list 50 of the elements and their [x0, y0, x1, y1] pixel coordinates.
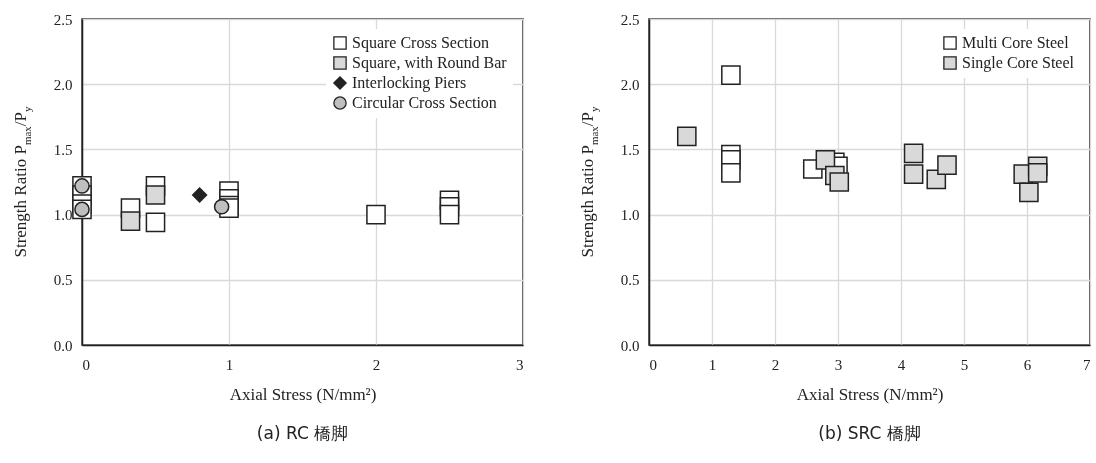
point: [1019, 182, 1039, 203]
x-axis-title: Axial Stress (N/mm²): [796, 384, 944, 404]
point: [145, 212, 166, 233]
point: [676, 126, 697, 147]
point: [213, 198, 230, 215]
x-tick-label: 0: [649, 356, 657, 373]
legend-label: Square, with Round Bar: [352, 54, 508, 72]
legend-label: Single Core Steel: [962, 54, 1075, 72]
point: [120, 211, 141, 231]
y-tick-label: 0.5: [620, 272, 640, 289]
x-tick-label: 5: [960, 356, 969, 373]
point: [903, 143, 924, 164]
text: (a) RC 橋脚: [256, 423, 349, 443]
x-tick-label: 3: [516, 356, 524, 373]
x-tick-label: 1: [708, 356, 717, 373]
y-tick-label: 0.5: [53, 272, 73, 289]
y-tick-label: 2.0: [620, 76, 640, 93]
x-tick-label: 1: [225, 356, 234, 373]
legend-label: Multi Core Steel: [962, 34, 1070, 51]
y-tick-label: 2.5: [53, 11, 73, 28]
x-tick-label: 3: [834, 356, 843, 373]
y-tick-label: 1.0: [53, 207, 73, 224]
x-tick-label: 2: [771, 356, 780, 373]
point: [145, 185, 166, 205]
point: [191, 187, 208, 203]
legend-label: Interlocking Piers: [352, 74, 467, 92]
y-tick-label: 1.0: [620, 207, 640, 224]
point: [937, 155, 957, 175]
x-tick-label: 4: [897, 356, 906, 373]
y-tick-label: 1.5: [620, 141, 640, 158]
legend-label: Square Cross Section: [352, 34, 489, 52]
x-tick-label: 7: [1083, 356, 1091, 373]
point: [366, 204, 386, 225]
point: [829, 172, 850, 192]
y-tick-label: 0.0: [620, 337, 640, 354]
point: [721, 163, 741, 183]
y-tick-label: 2.5: [620, 11, 640, 28]
x-tick-label: 2: [372, 356, 381, 373]
point: [721, 65, 741, 85]
text: (b) SRC 橋脚: [818, 423, 921, 443]
y-tick-label: 0.0: [53, 337, 73, 354]
point: [1027, 163, 1048, 183]
point: [439, 204, 460, 225]
x-tick-label: 6: [1023, 356, 1032, 373]
point: [903, 164, 924, 185]
legend-label: Circular Cross Section: [352, 94, 497, 111]
x-axis-title: Axial Stress (N/mm²): [229, 384, 377, 404]
y-tick-label: 2.0: [53, 76, 73, 93]
y-tick-label: 1.5: [53, 141, 73, 158]
x-tick-label: 0: [82, 356, 90, 373]
